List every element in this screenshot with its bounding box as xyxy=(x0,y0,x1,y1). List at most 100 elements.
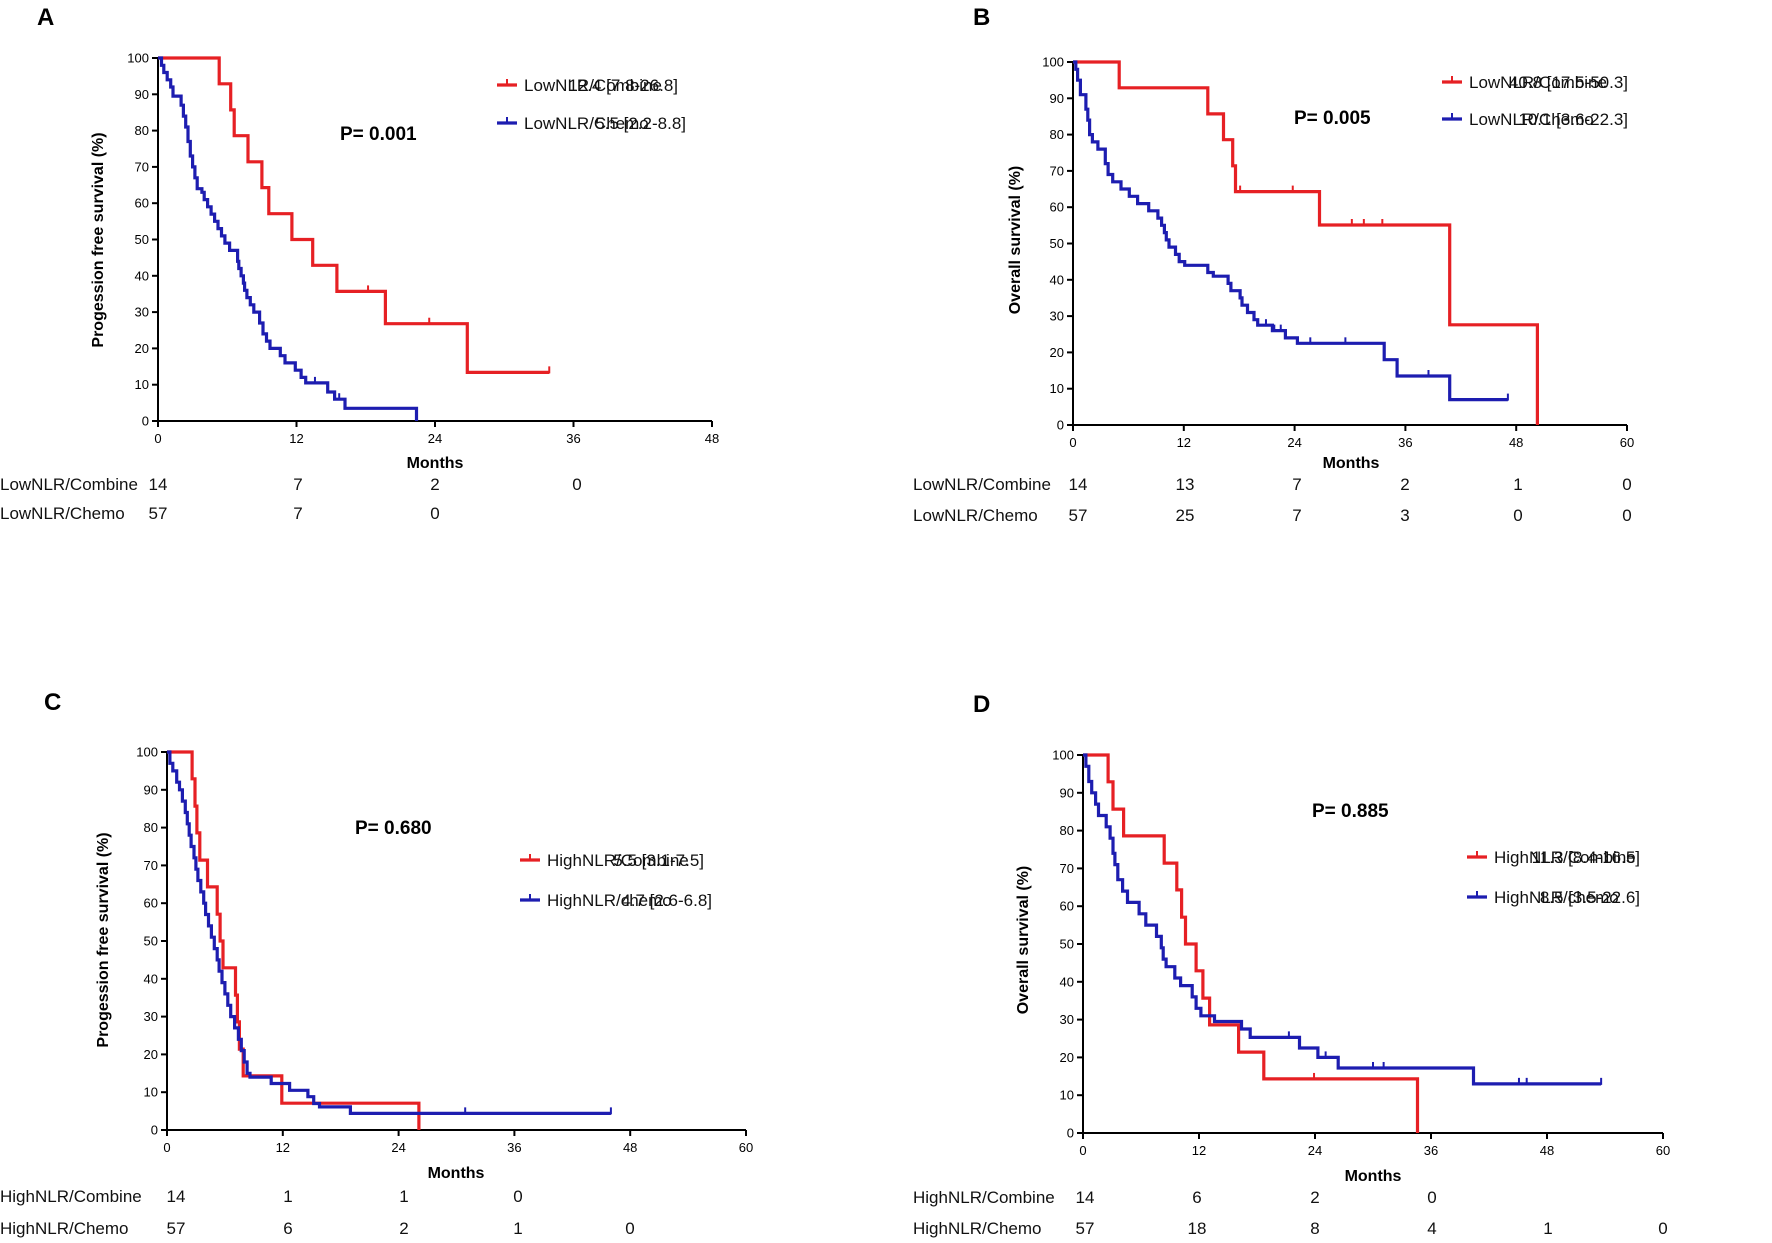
panel-letter: B xyxy=(973,4,990,31)
x-tick-label: 0 xyxy=(154,431,161,446)
risk-value: 2 xyxy=(1400,475,1409,494)
y-tick-label: 90 xyxy=(1060,785,1074,800)
risk-value: 0 xyxy=(513,1187,522,1206)
panel-letter: C xyxy=(44,689,61,716)
y-tick-label: 90 xyxy=(1050,91,1064,106)
y-tick-label: 80 xyxy=(144,820,158,835)
y-tick-label: 100 xyxy=(1042,55,1064,70)
risk-value: 0 xyxy=(430,504,439,523)
survival-curve-blue xyxy=(1073,60,1508,402)
risk-value: 1 xyxy=(1543,1219,1552,1238)
risk-value: 1 xyxy=(399,1187,408,1206)
p-value: P= 0.001 xyxy=(340,124,417,145)
x-tick-label: 48 xyxy=(705,431,719,446)
y-tick-label: 90 xyxy=(135,87,149,102)
risk-row-label: LowNLR/Chemo xyxy=(913,506,1038,525)
y-tick-label: 80 xyxy=(1050,127,1064,142)
y-tick-label: 10 xyxy=(1060,1088,1074,1103)
risk-value: 6 xyxy=(283,1219,292,1238)
x-tick-label: 36 xyxy=(566,431,580,446)
x-axis-label: Months xyxy=(428,1165,485,1182)
y-tick-label: 80 xyxy=(135,123,149,138)
risk-row-label: HighNLR/Combine xyxy=(913,1188,1055,1207)
x-tick-label: 60 xyxy=(1656,1143,1670,1158)
legend-median: 8.5 [3.5-22.6] xyxy=(1540,888,1640,907)
y-tick-label: 100 xyxy=(136,745,158,760)
x-tick-label: 12 xyxy=(1192,1143,1206,1158)
risk-row-label: HighNLR/Chemo xyxy=(913,1219,1042,1238)
legend-median: 4.7 [2.6-6.8] xyxy=(621,891,712,910)
legend-label: LowNLR/Chemo xyxy=(1469,110,1594,129)
risk-row-label: LowNLR/Chemo xyxy=(0,504,125,523)
x-tick-label: 24 xyxy=(1308,1143,1322,1158)
legend-median: 5.5 [2.2-8.8] xyxy=(595,114,686,133)
y-tick-label: 50 xyxy=(135,232,149,247)
x-tick-label: 48 xyxy=(1509,435,1523,450)
risk-value: 0 xyxy=(572,475,581,494)
survival-curve-blue xyxy=(167,750,611,1115)
risk-value: 57 xyxy=(1069,506,1088,525)
y-tick-label: 50 xyxy=(1050,236,1064,251)
legend-label: LowNLR/Chemo xyxy=(524,114,649,133)
x-axis-label: Months xyxy=(407,455,464,472)
risk-value: 0 xyxy=(1622,506,1631,525)
panel-letter: A xyxy=(37,4,54,31)
legend-median: 11.3 [8.4-16.5] xyxy=(1532,848,1640,867)
survival-curve-red xyxy=(1083,753,1420,1133)
legend-label: HighNLR/chemo xyxy=(547,891,672,910)
y-tick-label: 0 xyxy=(151,1123,158,1138)
risk-value: 13 xyxy=(1176,475,1195,494)
risk-value: 14 xyxy=(149,475,168,494)
y-tick-label: 30 xyxy=(144,1009,158,1024)
x-tick-label: 0 xyxy=(163,1140,170,1155)
y-tick-label: 100 xyxy=(127,51,149,66)
risk-row-label: HighNLR/Combine xyxy=(0,1187,142,1206)
y-tick-label: 20 xyxy=(1060,1050,1074,1065)
x-tick-label: 24 xyxy=(1287,435,1301,450)
panel-letter: D xyxy=(973,691,990,718)
y-axis-label: Overall survival (%) xyxy=(1007,166,1024,315)
y-tick-label: 90 xyxy=(144,782,158,797)
legend-label: LowNLR/Combine xyxy=(1469,73,1607,92)
p-value: P= 0.005 xyxy=(1294,108,1371,129)
y-tick-label: 20 xyxy=(135,341,149,356)
risk-value: 1 xyxy=(513,1219,522,1238)
y-tick-label: 80 xyxy=(1060,823,1074,838)
survival-curve-blue xyxy=(1083,753,1602,1086)
y-axis-label: Overall survival (%) xyxy=(1015,866,1032,1015)
y-tick-label: 40 xyxy=(144,971,158,986)
x-tick-label: 60 xyxy=(1620,435,1634,450)
y-tick-label: 50 xyxy=(144,934,158,949)
y-tick-label: 0 xyxy=(1067,1126,1074,1141)
y-tick-label: 70 xyxy=(1060,861,1074,876)
y-tick-label: 40 xyxy=(1060,974,1074,989)
y-axis-label: Progession free survival (%) xyxy=(90,132,107,347)
y-axis-label: Progession free survival (%) xyxy=(95,832,112,1047)
risk-value: 2 xyxy=(399,1219,408,1238)
risk-value: 3 xyxy=(1400,506,1409,525)
risk-value: 0 xyxy=(1427,1188,1436,1207)
survival-curve-red xyxy=(1073,60,1539,425)
y-tick-label: 50 xyxy=(1060,937,1074,952)
risk-value: 0 xyxy=(1513,506,1522,525)
x-tick-label: 36 xyxy=(1424,1143,1438,1158)
y-tick-label: 0 xyxy=(1057,418,1064,433)
risk-row-label: LowNLR/Combine xyxy=(913,475,1051,494)
x-tick-label: 12 xyxy=(289,431,303,446)
x-tick-label: 48 xyxy=(1540,1143,1554,1158)
legend-median: 5.5 [3.1-7.5] xyxy=(613,851,704,870)
y-tick-label: 20 xyxy=(144,1047,158,1062)
risk-value: 14 xyxy=(1076,1188,1095,1207)
y-tick-label: 60 xyxy=(1060,899,1074,914)
legend-label: HighNLR/Combine xyxy=(547,851,689,870)
p-value: P= 0.680 xyxy=(355,818,432,839)
risk-value: 25 xyxy=(1176,506,1195,525)
y-tick-label: 10 xyxy=(135,377,149,392)
survival-curve-blue xyxy=(158,56,419,421)
y-tick-label: 70 xyxy=(135,159,149,174)
risk-value: 8 xyxy=(1310,1219,1319,1238)
